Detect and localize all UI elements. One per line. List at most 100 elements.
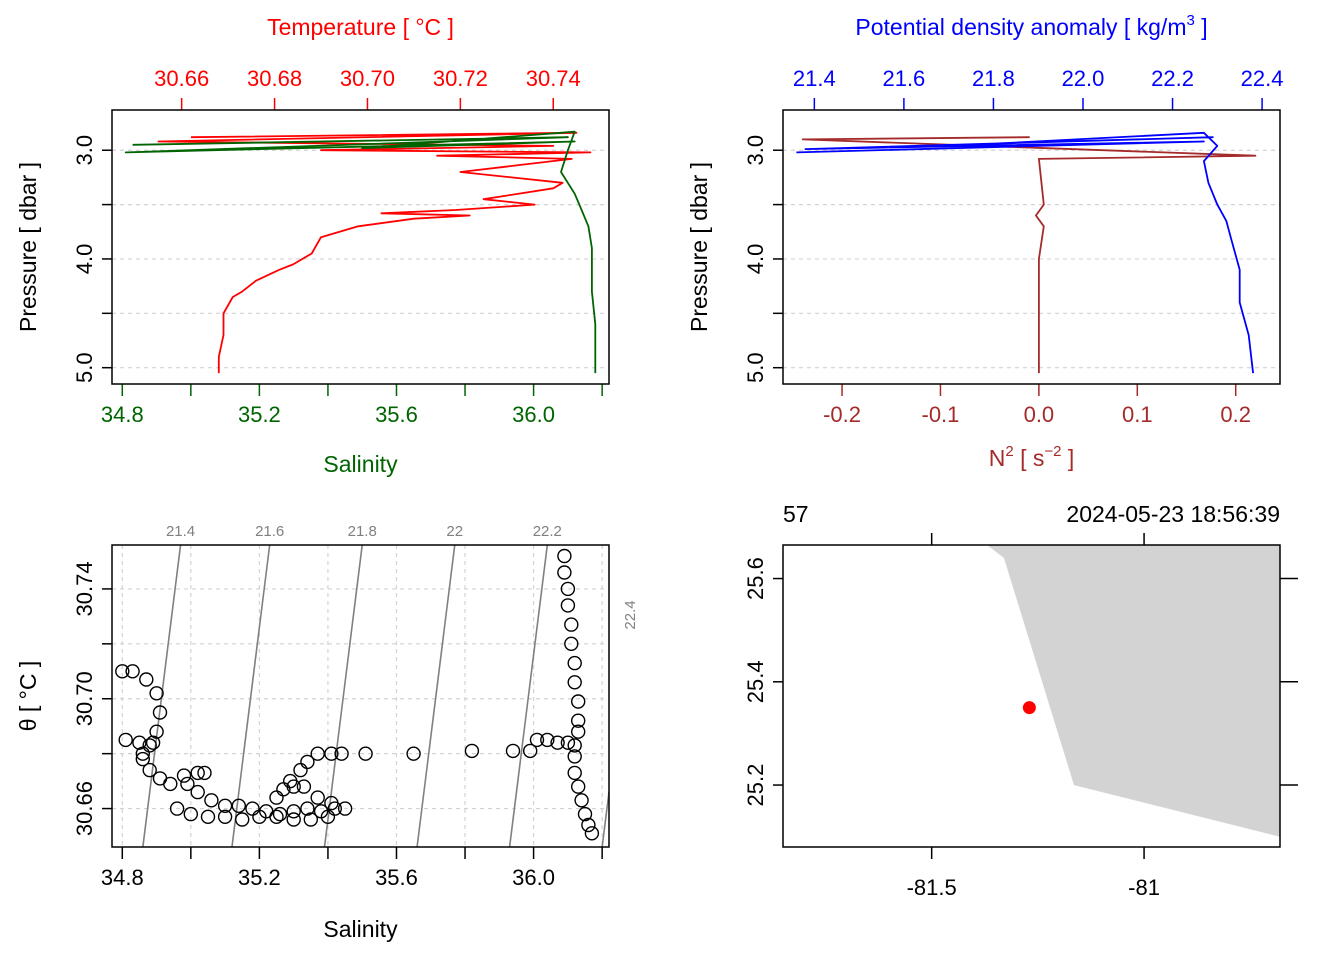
temperature-axis-tick-label: 30.72 — [433, 66, 488, 91]
lon-tick-label: -81 — [1128, 875, 1160, 900]
ts-point — [231, 798, 247, 813]
ts-point — [571, 713, 586, 728]
ts-point — [272, 806, 288, 822]
temperature-salinity-profile-panel: 3.0 4.0 5.0 Pressure [ dbar ] 30.66 30.68 30.7… — [15, 14, 610, 477]
y-tick-label: 4.0 — [743, 244, 768, 275]
y-tick-label: 30.66 — [72, 781, 97, 836]
plot-frame — [111, 109, 610, 385]
ts-point — [163, 776, 178, 792]
isopycnal-line — [601, 791, 610, 848]
ts-point — [564, 617, 579, 632]
ts-point — [132, 735, 147, 750]
ts-point — [310, 790, 325, 805]
n2-axis-tick-label: 0.2 — [1220, 402, 1251, 427]
ts-point — [567, 655, 582, 671]
ts-point — [149, 724, 164, 739]
ts-point — [139, 672, 154, 687]
temperature-axis-title: Temperature [ °C ] — [267, 14, 454, 40]
ts-point — [183, 806, 199, 822]
station-map-panel: -81.5 -81 25.2 25.4 25.6 57 2024-05-23 18:56:3… — [743, 501, 1298, 900]
ts-point — [286, 812, 301, 827]
station-datetime: 2024-05-23 18:56:39 — [1066, 501, 1280, 527]
ts-point — [300, 801, 315, 816]
ts-point — [135, 751, 151, 767]
lat-tick-label: 25.6 — [743, 557, 768, 600]
isopycnal-label: 22.2 — [533, 523, 562, 540]
station-label: 57 — [783, 501, 809, 527]
density-axis-tick-label: 21.8 — [972, 66, 1015, 91]
density-axis-tick-label: 22.2 — [1151, 66, 1194, 91]
y-tick-label: 4.0 — [72, 244, 97, 275]
n2-axis-tick-label: 0.0 — [1024, 402, 1055, 427]
temperature-series-line — [157, 131, 592, 374]
ts-point — [269, 809, 284, 824]
density-axis-title: Potential density anomaly [ kg/m3 ] — [855, 12, 1207, 40]
ts-point — [571, 694, 586, 709]
n2-axis-tick-label: -0.1 — [922, 402, 960, 427]
y-axis-title: Pressure [ dbar ] — [15, 162, 41, 332]
plot-frame — [111, 544, 610, 848]
salinity-axis-title: Salinity — [323, 451, 398, 477]
isopycnal-line — [142, 544, 182, 848]
ts-point — [564, 636, 579, 651]
n2-axis-title: N2 [ s−2 ] — [989, 443, 1075, 471]
ts-point — [135, 746, 151, 761]
ts-point — [337, 801, 353, 816]
isopycnal-line — [508, 544, 549, 848]
ts-point — [571, 779, 586, 794]
isopycnal-label: 21.4 — [166, 523, 195, 540]
ts-point — [557, 548, 572, 564]
ts-point — [234, 812, 250, 827]
density-n2-profile-panel: 3.0 4.0 5.0 Pressure [ dbar ] 21.4 21.6 21.8 22… — [686, 12, 1283, 471]
y-axis-title: Pressure [ dbar ] — [686, 162, 712, 332]
n2-axis-tick-label: 0.1 — [1122, 402, 1153, 427]
density-axis-tick-label: 22.4 — [1241, 66, 1284, 91]
y-axis-title: θ [ °C ] — [15, 661, 41, 732]
salinity-series-line — [124, 130, 597, 374]
ts-point — [204, 793, 219, 808]
ts-point — [560, 598, 576, 613]
ts-point — [190, 765, 205, 781]
ts-point — [252, 809, 267, 824]
ts-point — [567, 765, 582, 781]
ts-point — [540, 732, 555, 748]
y-tick-label: 3.0 — [72, 135, 97, 166]
ts-point — [557, 565, 572, 580]
ts-point — [293, 762, 308, 778]
isopycnal-line — [231, 544, 271, 848]
y-tick-label: 30.70 — [72, 671, 97, 726]
ts-point — [152, 705, 168, 720]
ts-point — [550, 735, 565, 750]
ts-point — [320, 809, 336, 824]
y-tick-label: 5.0 — [72, 352, 97, 383]
density-axis-tick-label: 22.0 — [1062, 66, 1105, 91]
n2-axis-tick-label: -0.2 — [823, 402, 861, 427]
ts-point — [176, 768, 192, 783]
ts-point — [574, 793, 589, 808]
ts-point — [560, 581, 576, 597]
density-series-line — [796, 131, 1254, 374]
ts-point — [567, 675, 582, 690]
ts-point — [581, 817, 596, 833]
ts-point — [269, 790, 284, 805]
ts-point — [115, 664, 130, 679]
ts-point — [300, 754, 315, 770]
isopycnal-label: 21.8 — [348, 523, 377, 540]
x-tick-label: 35.2 — [238, 865, 281, 890]
ts-point — [334, 746, 349, 761]
salinity-axis-tick-label: 35.6 — [375, 402, 418, 427]
ts-point — [567, 738, 582, 753]
ts-point — [180, 776, 195, 792]
y-tick-label: 3.0 — [743, 135, 768, 166]
ts-point — [200, 809, 216, 824]
temperature-axis-tick-label: 30.70 — [340, 66, 395, 91]
ts-point — [584, 826, 600, 841]
isopycnal-label: 21.6 — [255, 523, 284, 540]
ts-point — [125, 664, 140, 679]
ts-point — [523, 743, 538, 759]
ts-point — [505, 743, 521, 759]
ts-point — [283, 773, 298, 789]
ts-point — [324, 795, 339, 811]
ts-point — [118, 732, 133, 748]
